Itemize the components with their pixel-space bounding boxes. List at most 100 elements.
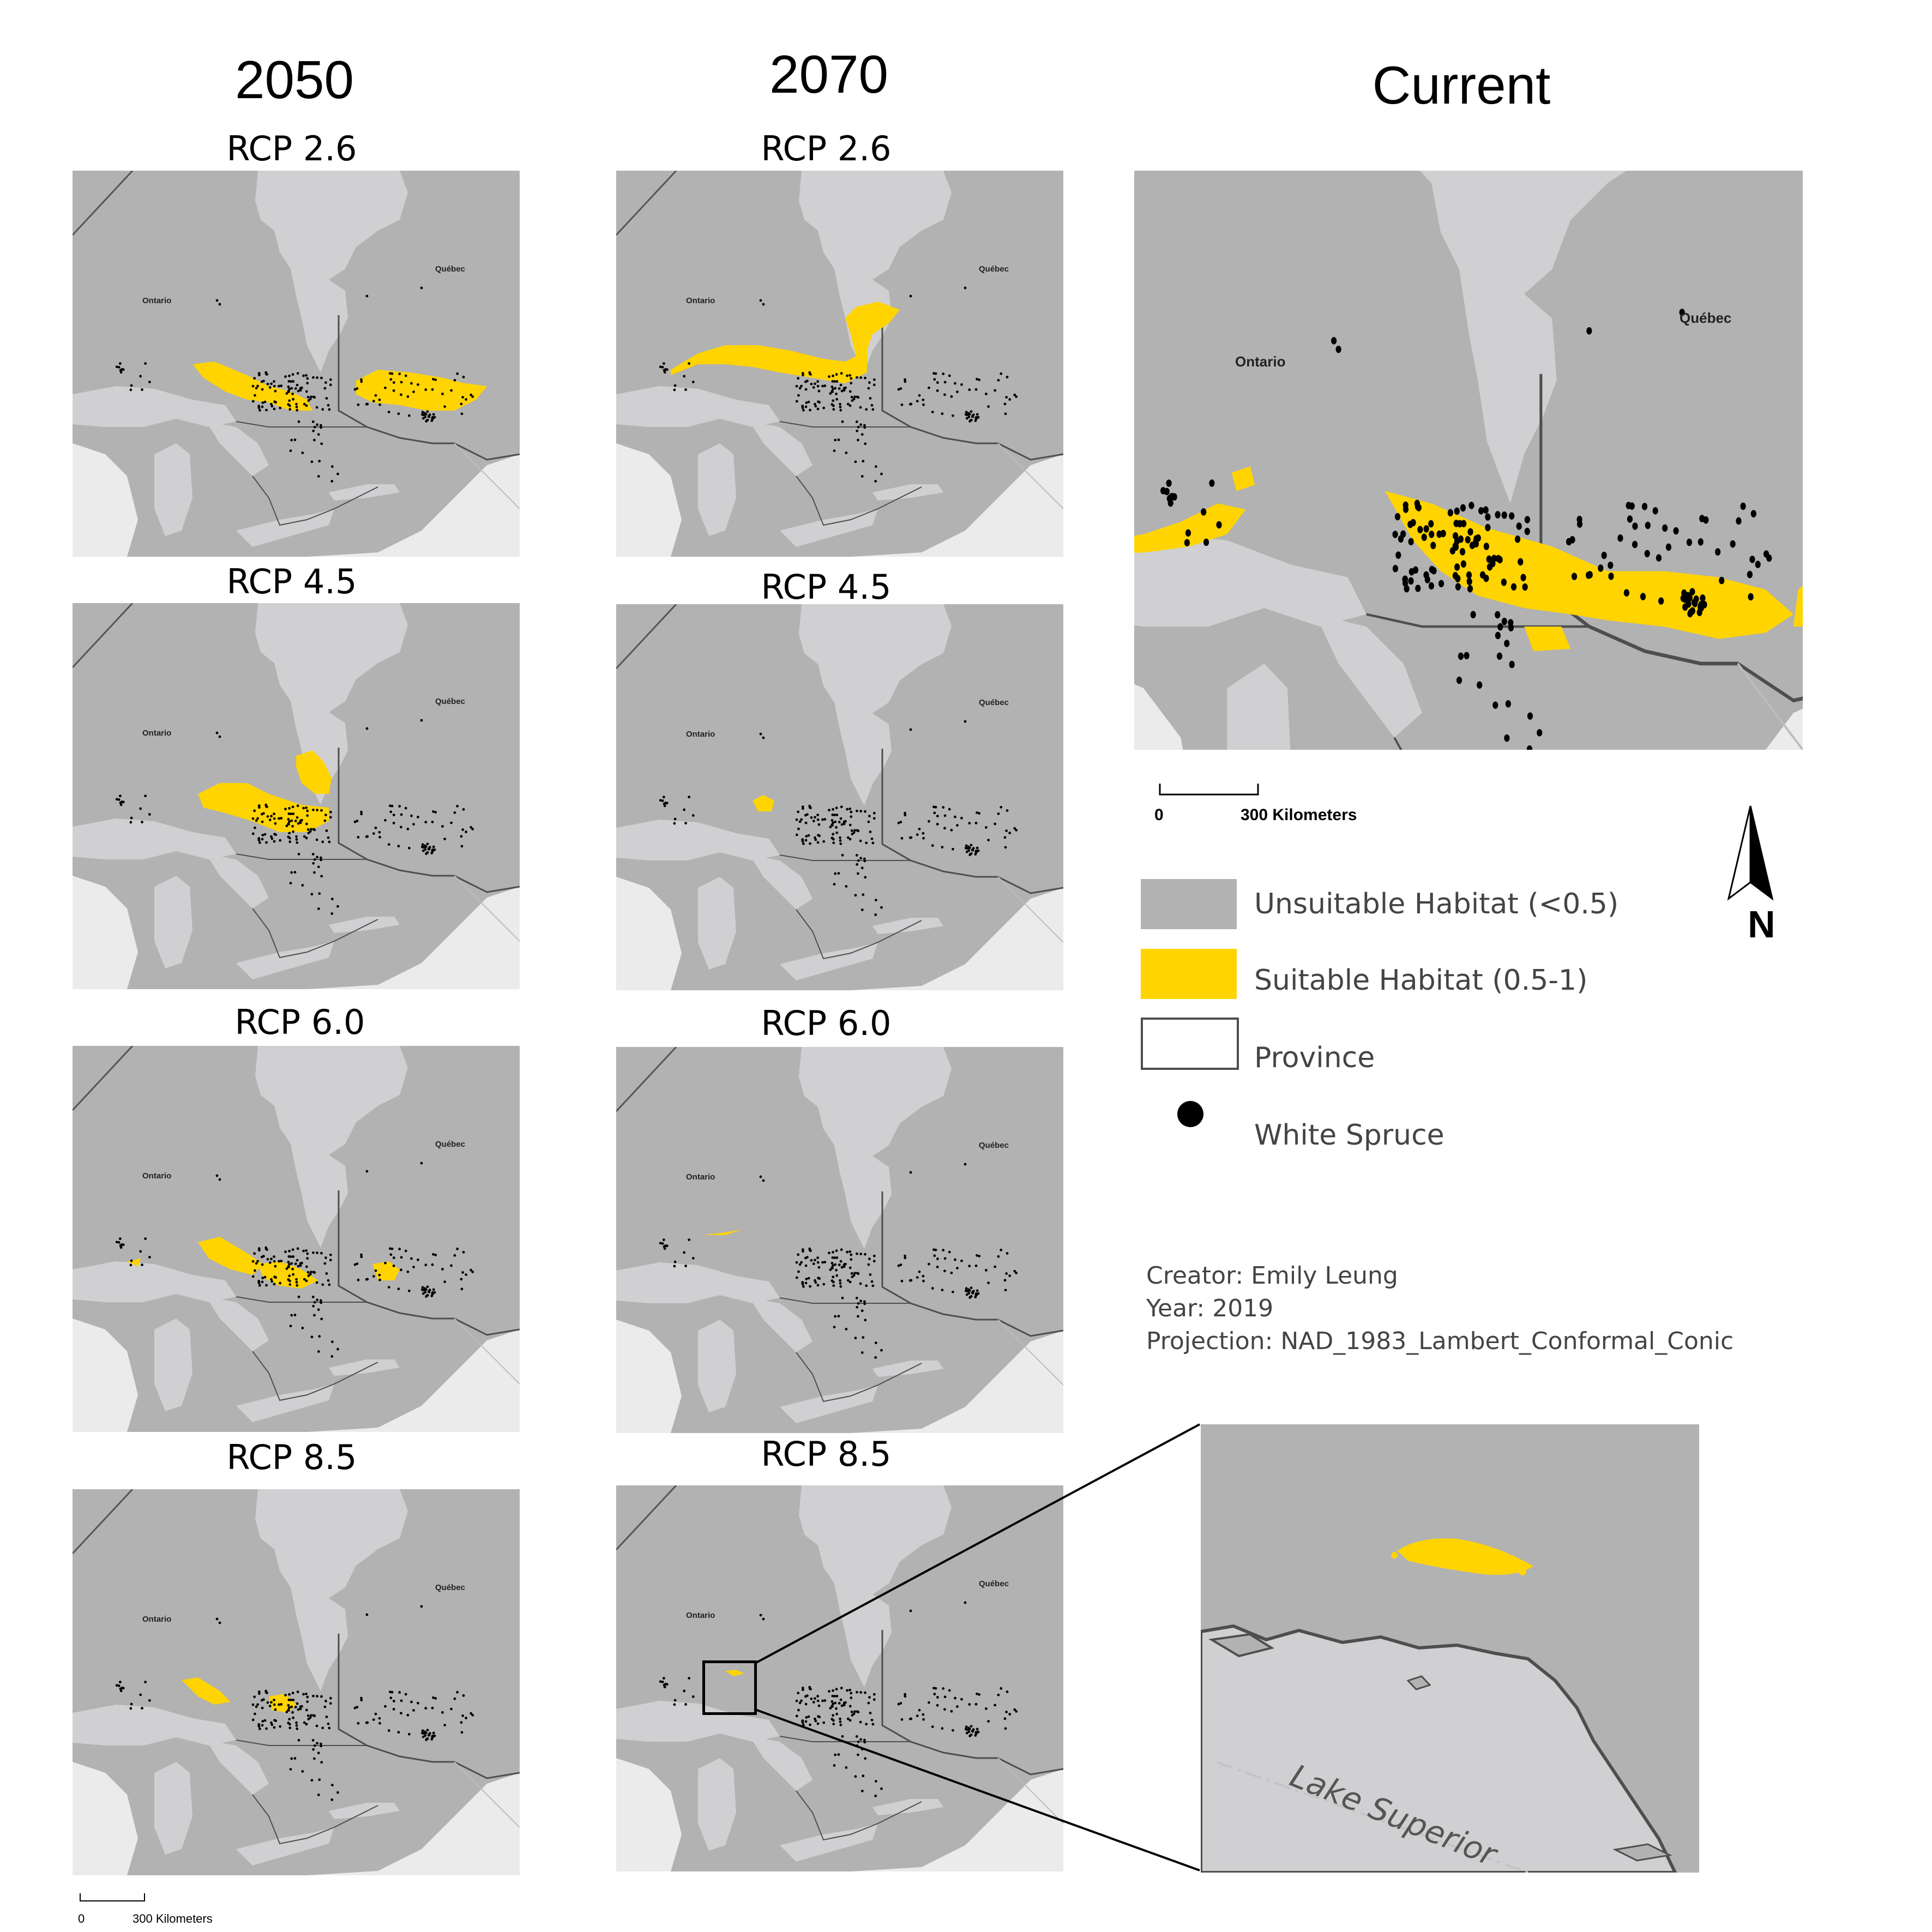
white-spruce-point: [839, 408, 842, 412]
white-spruce-point: [215, 1617, 219, 1621]
legend-label-province: Province: [1254, 1042, 1375, 1074]
white-spruce-point: [384, 818, 387, 822]
white-spruce-point: [1473, 540, 1479, 548]
white-spruce-point: [807, 1277, 810, 1280]
white-spruce-point: [960, 1698, 963, 1701]
white-spruce-point: [303, 1721, 306, 1724]
white-spruce-point: [663, 804, 666, 808]
white-spruce-point: [330, 1798, 334, 1801]
white-spruce-point: [922, 1718, 925, 1721]
white-spruce-point: [1421, 533, 1427, 541]
white-spruce-point: [1428, 582, 1435, 590]
white-spruce-point: [287, 1261, 290, 1263]
white-spruce-point: [307, 1718, 310, 1721]
scenario-label-2070-rcp45: RCP 4.5: [761, 567, 892, 607]
white-spruce-point: [296, 1247, 299, 1250]
white-spruce-point: [835, 373, 838, 376]
white-spruce-point: [139, 1693, 142, 1696]
white-spruce-point: [863, 424, 866, 427]
white-spruce-point: [933, 1693, 936, 1696]
white-spruce-point: [397, 845, 400, 848]
white-spruce-point: [253, 809, 256, 812]
white-spruce-point: [855, 420, 858, 423]
white-spruce-point: [118, 362, 122, 365]
white-spruce-point: [319, 856, 322, 859]
white-spruce-point: [845, 885, 848, 888]
white-spruce-point: [425, 1295, 428, 1298]
white-spruce-point: [330, 480, 334, 483]
white-spruce-point: [834, 872, 837, 875]
white-spruce-point: [845, 1328, 848, 1331]
legend-label-white-spruce: White Spruce: [1254, 1119, 1445, 1152]
white-spruce-point: [795, 818, 798, 821]
white-spruce-point: [673, 1260, 677, 1263]
white-spruce-point: [904, 1254, 906, 1257]
white-spruce-point: [964, 1163, 967, 1166]
white-spruce-point: [258, 374, 261, 377]
white-spruce-point: [1006, 375, 1009, 378]
white-spruce-point: [470, 826, 473, 829]
white-spruce-point: [426, 842, 429, 846]
white-spruce-point: [965, 1287, 968, 1290]
white-spruce-point: [471, 395, 474, 398]
white-spruce-point: [967, 1292, 971, 1295]
white-spruce-point: [1497, 623, 1503, 631]
white-spruce-point: [453, 811, 456, 814]
white-spruce-point: [846, 1717, 850, 1720]
white-spruce-point: [1461, 520, 1467, 528]
white-spruce-point: [1632, 522, 1638, 530]
scenario-label-2050-rcp60: RCP 6.0: [234, 1002, 365, 1042]
white-spruce-point: [928, 386, 930, 389]
white-spruce-point: [420, 1731, 424, 1735]
white-spruce-point: [933, 1254, 936, 1257]
white-spruce-point: [306, 809, 309, 812]
white-spruce-point: [306, 1714, 310, 1717]
white-spruce-point: [859, 423, 863, 426]
white-spruce-point: [808, 371, 811, 374]
white-spruce-point: [462, 375, 465, 378]
white-spruce-point: [863, 1738, 866, 1742]
suitable-habitat-area: [1793, 586, 1803, 627]
white-spruce-point: [312, 1271, 315, 1274]
white-spruce-point: [330, 1355, 334, 1358]
white-spruce-point: [317, 1308, 320, 1311]
white-spruce-point: [254, 826, 256, 829]
white-spruce-point: [312, 1714, 315, 1717]
legend-swatch-province: [1141, 1018, 1239, 1070]
white-spruce-point: [313, 1757, 316, 1760]
white-spruce-point: [948, 1250, 951, 1254]
white-spruce-point: [897, 821, 900, 824]
white-spruce-point: [273, 1255, 276, 1258]
white-spruce-point: [327, 404, 330, 407]
white-spruce-point: [904, 378, 906, 381]
white-spruce-point: [814, 402, 816, 406]
white-spruce-point: [258, 806, 261, 809]
white-spruce-point: [120, 368, 123, 371]
white-spruce-point: [1013, 393, 1016, 396]
white-spruce-point: [816, 407, 820, 411]
white-spruce-point: [257, 1280, 260, 1283]
white-spruce-point: [291, 1267, 294, 1271]
white-spruce-point: [870, 404, 874, 407]
white-spruce-point: [317, 1793, 320, 1796]
white-spruce-point: [266, 815, 269, 818]
white-spruce-point: [453, 378, 456, 382]
white-spruce-point: [816, 1256, 820, 1259]
white-spruce-point: [868, 381, 871, 384]
white-spruce-point: [460, 1287, 464, 1291]
white-spruce-point: [273, 1726, 276, 1729]
white-spruce-point: [330, 912, 334, 915]
white-spruce-point: [118, 1237, 122, 1241]
white-spruce-point: [434, 1697, 437, 1700]
white-spruce-point: [833, 380, 836, 383]
white-spruce-point: [970, 410, 973, 413]
white-spruce-point: [810, 1697, 813, 1700]
white-spruce-point: [977, 416, 980, 419]
white-spruce-point: [859, 1299, 863, 1303]
white-spruce-point: [972, 1728, 975, 1731]
white-spruce-point: [904, 380, 907, 383]
white-spruce-point: [1216, 521, 1222, 529]
white-spruce-point: [802, 842, 805, 845]
white-spruce-point: [872, 1254, 876, 1257]
white-spruce-point: [840, 1687, 843, 1690]
